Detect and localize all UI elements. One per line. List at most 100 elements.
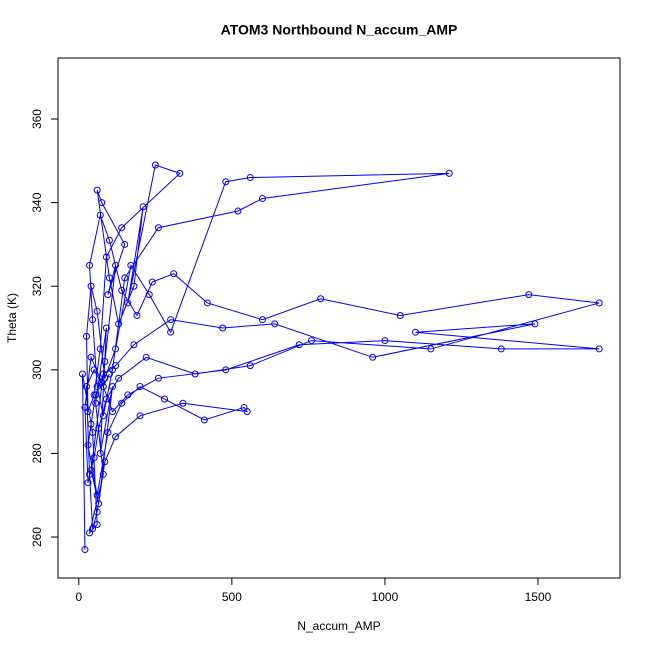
data-point [108,383,116,391]
x-axis-label: N_accum_AMP [297,619,380,633]
data-point [99,470,107,478]
data-line [81,164,600,550]
data-point [427,345,435,353]
data-point [258,316,266,324]
data-point [179,399,187,407]
data-point [595,299,603,307]
data-point [89,525,97,533]
data-point [396,311,404,319]
data-point [78,370,86,378]
y-tick-label: 300 [30,360,44,380]
chart-title: ATOM3 Northbound N_accum_AMP [221,22,458,38]
data-point [87,353,95,361]
data-point [101,357,109,365]
data-point [95,500,103,508]
data-point [102,395,110,403]
data-point [82,383,90,391]
data-point [87,420,95,428]
data-point [246,174,254,182]
data-point [96,449,104,457]
data-point [154,224,162,232]
data-point [118,286,126,294]
x-tick-label: 0 [75,590,82,604]
data-point [95,424,103,432]
data-point [497,345,505,353]
data-point [105,274,113,282]
data-point [243,408,251,416]
data-point [118,224,126,232]
data-point [222,178,230,186]
data-point [92,391,100,399]
data-point [145,291,153,299]
data-point [142,353,150,361]
x-tick-label: 1000 [372,590,399,604]
data-point [96,211,104,219]
data-point [93,307,101,315]
data-point [161,395,169,403]
data-point [115,320,123,328]
y-tick-label: 280 [30,443,44,463]
data-point [81,546,89,554]
data-point [412,328,420,336]
data-point [124,391,132,399]
data-point [118,399,126,407]
data-point [96,345,104,353]
data-point [246,362,254,370]
data-point [81,403,89,411]
data-point [121,274,129,282]
data-point [531,320,539,328]
y-tick-label: 260 [30,527,44,547]
data-point [151,161,159,169]
data-point [112,433,120,441]
x-tick-label: 1500 [525,590,552,604]
data-point [234,207,242,215]
data-point [112,345,120,353]
data-point [200,416,208,424]
data-point [445,169,453,177]
data-point [136,383,144,391]
data-point [86,261,94,269]
data-point [93,186,101,194]
data-point [170,270,178,278]
data-point [222,366,230,374]
data-point [115,374,123,382]
data-point [98,378,106,386]
data-point [595,345,603,353]
data-point [191,370,199,378]
data-point [381,337,389,345]
data-point [105,236,113,244]
data-point [101,458,109,466]
data-point [167,328,175,336]
data-point [98,199,106,207]
data-point [271,320,279,328]
data-point [93,520,101,528]
data-point [307,337,315,345]
y-axis-label: Theta (K) [5,293,19,343]
data-point [121,240,129,248]
data-point [369,353,377,361]
data-point [167,316,175,324]
data-point [139,203,147,211]
data-point [525,291,533,299]
data-point [130,341,138,349]
data-point [203,299,211,307]
data-point [99,412,107,420]
data-point [84,441,92,449]
data-point [87,466,95,474]
data-point [87,282,95,290]
y-tick-label: 360 [30,109,44,129]
data-point [82,332,90,340]
data-point [124,299,132,307]
data-point [108,408,116,416]
y-tick-label: 340 [30,192,44,212]
data-point [90,366,98,374]
data-point [258,194,266,202]
data-point [317,295,325,303]
data-point [84,479,92,487]
data-point [176,169,184,177]
data-point [86,470,94,478]
data-point [89,429,97,437]
data-point [112,261,120,269]
